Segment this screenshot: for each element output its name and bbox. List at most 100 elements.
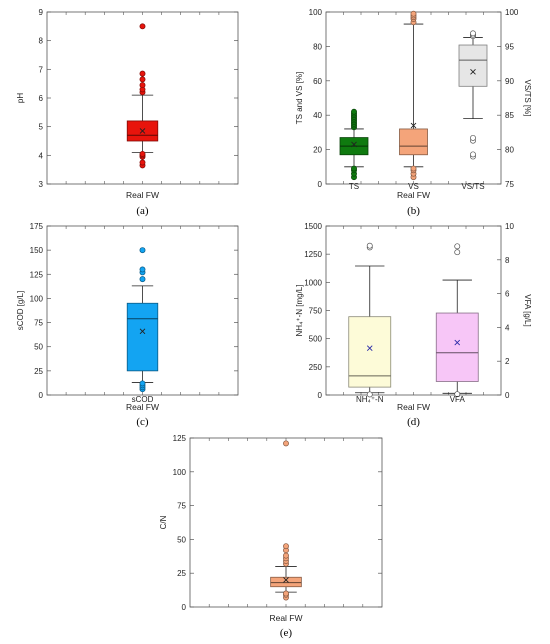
outlier-point (470, 151, 476, 158)
y-tick-label: 80 (313, 42, 322, 51)
mean-marker (366, 345, 373, 352)
y-tick-label: 3 (39, 180, 44, 189)
y-tick-label: 6 (39, 94, 44, 103)
y-axis-right-label: VS/TS [%] (523, 80, 532, 117)
y-axis-label: pH (16, 93, 25, 103)
outlier-point (283, 543, 289, 550)
outlier-point (283, 590, 289, 597)
y-tick-label: 100 (173, 468, 187, 477)
x-axis-label: Real FW (397, 402, 430, 412)
y-right-tick-label: 85 (505, 111, 514, 120)
outlier-point (139, 266, 146, 273)
y-tick-label: 7 (39, 65, 44, 74)
outlier-point (139, 150, 146, 157)
outlier-point (351, 108, 357, 115)
category-label: VFA (450, 395, 466, 404)
y-right-tick-label: 100 (505, 8, 519, 17)
y-tick-label: 50 (177, 535, 186, 544)
y-tick-label: 50 (34, 343, 43, 352)
chart-panel-e: 0 25 50 75 100 125 C/N Real FW (e) (159, 434, 383, 639)
category-label: TS (349, 182, 359, 191)
panel-label: (b) (407, 205, 420, 217)
box-series: VFA (435, 243, 479, 404)
box-iqr (399, 128, 428, 156)
mean-marker (283, 577, 289, 583)
y-axis-label: NH₄⁺-N [mg/L] (295, 285, 304, 337)
y-tick-label: 500 (309, 335, 323, 344)
outlier-point (410, 165, 417, 172)
y-right-tick-label: 2 (505, 357, 510, 366)
y-right-tick-label: 0 (505, 391, 510, 400)
outlier-point (139, 247, 146, 254)
y-tick-label: 0 (318, 180, 323, 189)
box-series (126, 23, 159, 169)
y-axis-right-label: VFA [g/L] (523, 294, 532, 326)
y-tick-label: 75 (34, 319, 43, 328)
outlier-point (139, 70, 146, 77)
outlier-point (283, 552, 289, 559)
y-tick-label: 5 (39, 123, 44, 132)
x-axis-label: Real FW (126, 190, 159, 200)
mean-marker (139, 128, 146, 134)
category-label: VS/TS (461, 182, 484, 191)
y-axis-label: TS and VS [%] (295, 72, 304, 124)
y-tick-label: 25 (177, 569, 186, 578)
box-iqr (458, 44, 488, 87)
outlier-point (283, 440, 289, 447)
y-tick-label: 1250 (304, 250, 322, 259)
box-series: VS (399, 10, 428, 191)
panel-label: (e) (280, 627, 293, 639)
outlier-point (454, 391, 461, 398)
mean-marker (351, 141, 357, 148)
outlier-point (139, 76, 146, 83)
category-label: sCOD (132, 395, 154, 404)
y-tick-label: 125 (173, 434, 187, 443)
outlier-point (351, 165, 357, 172)
y-right-tick-label: 10 (505, 222, 514, 231)
panel-label: (d) (407, 416, 420, 428)
y-tick-label: 8 (39, 37, 44, 46)
outlier-point (470, 30, 476, 37)
box-iqr (270, 576, 302, 588)
y-tick-label: 100 (30, 294, 44, 303)
y-tick-label: 100 (309, 8, 323, 17)
box-iqr (348, 316, 392, 388)
outlier-point (139, 23, 146, 30)
box-iqr (126, 302, 159, 372)
plot-frame (189, 437, 383, 608)
y-tick-label: 150 (30, 246, 44, 255)
x-axis-label: Real FW (126, 402, 159, 412)
y-tick-label: 40 (313, 111, 322, 120)
y-right-tick-label: 8 (505, 256, 510, 265)
y-tick-label: 75 (177, 502, 186, 511)
chart-panel-d: 0 250 500 750 1000 1250 1500 0 2 4 6 8 10 VFA [g/L] NH… (295, 222, 532, 428)
x-axis-label: Real FW (269, 613, 302, 623)
y-right-tick-label: 75 (505, 180, 514, 189)
y-tick-label: 175 (30, 222, 44, 231)
y-axis-label: C/N (159, 515, 168, 529)
box-series: NH₄⁺-N (348, 242, 392, 404)
category-label: VS (408, 182, 419, 191)
outlier-point (470, 134, 476, 141)
y-right-tick-label: 95 (505, 42, 514, 51)
outlier-point (454, 243, 461, 250)
outlier-point (139, 276, 146, 283)
y-tick-label: 750 (309, 307, 323, 316)
y-tick-label: 1000 (304, 278, 322, 287)
y-tick-label: 125 (30, 270, 44, 279)
mean-marker (470, 69, 476, 75)
y-right-tick-label: 6 (505, 290, 510, 299)
x-axis-label: Real FW (397, 190, 430, 200)
y-tick-label: 25 (34, 367, 43, 376)
mean-marker (139, 328, 146, 335)
box-series: TS (339, 108, 369, 191)
outlier-point (454, 249, 461, 256)
chart-panel-c: 0 25 50 75 100 125 150 175 sCOD [g/L] Real FW (c) s… (16, 222, 239, 428)
outlier-point (366, 391, 373, 398)
y-axis-label: sCOD [g/L] (16, 291, 25, 331)
y-tick-label: 20 (313, 146, 322, 155)
y-tick-label: 250 (309, 363, 323, 372)
panel-label: (c) (136, 416, 149, 428)
y-tick-label: 4 (39, 151, 44, 160)
